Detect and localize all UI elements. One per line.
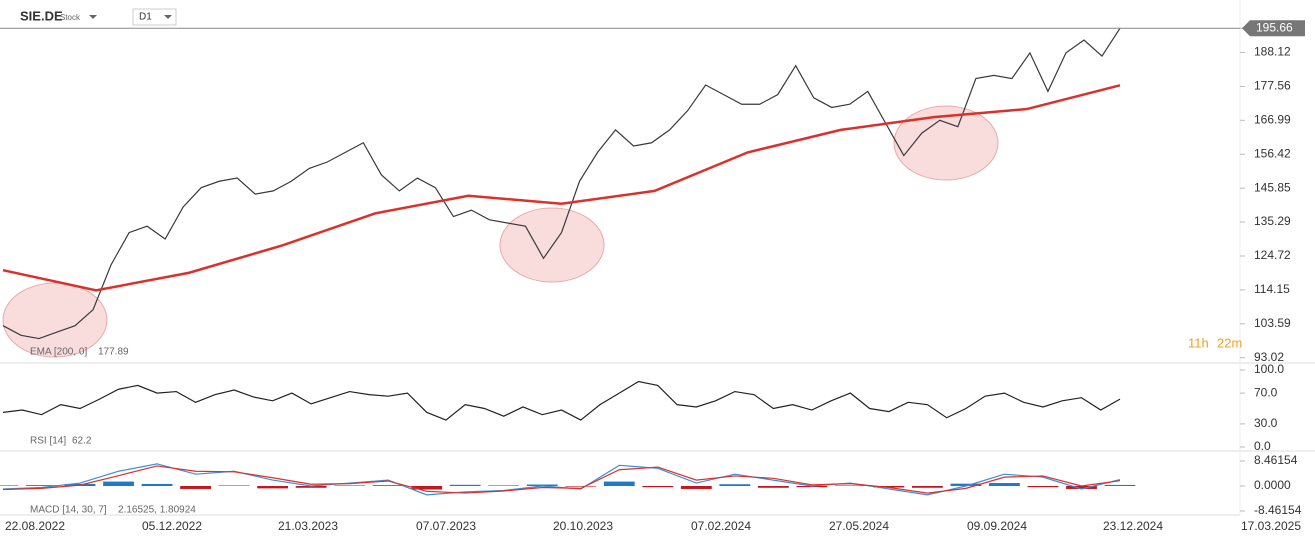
histogram-bar: [603, 481, 635, 486]
y-tick-label: 124.72: [1254, 248, 1291, 262]
y-tick-label: 188.12: [1254, 45, 1291, 59]
interval: D1: [139, 12, 152, 23]
histogram-bar: [449, 484, 481, 486]
ema-legend: EMA [200, 0]: [30, 347, 87, 358]
ema-line: [2, 84, 1121, 292]
interval-dropdown[interactable]: [164, 15, 172, 19]
histogram-bar: [26, 485, 57, 486]
histogram-bar: [680, 486, 712, 489]
histogram-bar: [411, 486, 443, 490]
histogram-bar: [1066, 486, 1097, 489]
histogram-bar: [719, 484, 751, 486]
histogram-bar: [873, 486, 905, 488]
histogram-bar: [1027, 486, 1059, 488]
ema-legend-value: 177.89: [98, 347, 129, 358]
x-tick-label: 07.02.2024: [691, 519, 751, 533]
histogram-bar: [141, 483, 173, 486]
rsi-legend-value: 62.2: [72, 436, 92, 447]
x-tick-label: 09.09.2024: [967, 519, 1027, 533]
y-tick-label: 70.0: [1254, 385, 1278, 399]
histogram-bar: [257, 486, 289, 489]
x-tick-label: 27.05.2024: [829, 519, 889, 533]
y-tick-label: 177.56: [1254, 79, 1291, 93]
highlight-circle: [893, 105, 999, 181]
y-tick-label: 30.0: [1254, 416, 1278, 430]
histogram-bar: [989, 483, 1020, 486]
histogram-bar: [0, 485, 19, 486]
highlight-circle: [2, 282, 108, 358]
x-tick-label: 07.07.2023: [416, 519, 476, 533]
symbol-dropdown[interactable]: [89, 15, 97, 19]
histogram-bar: [180, 486, 211, 489]
y-tick-label: 114.15: [1254, 282, 1290, 296]
histogram-bar: [334, 485, 366, 486]
rsi-line: [2, 380, 1121, 421]
countdown-hours: 11h: [1188, 335, 1209, 350]
interval-select[interactable]: [132, 8, 177, 26]
y-tick-label: 166.99: [1254, 112, 1291, 126]
last-price-tag: [1242, 20, 1305, 37]
x-tick-label: 20.10.2023: [553, 519, 613, 533]
histogram-bar: [526, 484, 558, 486]
last-price-label: 195.66: [1256, 20, 1293, 34]
histogram-bar: [757, 486, 789, 488]
x-tick-label: 22.08.2022: [5, 519, 65, 533]
y-tick-label: 93.02: [1254, 350, 1284, 364]
highlight-circle: [499, 207, 605, 283]
symbol[interactable]: SIE.DE: [20, 8, 63, 23]
histogram-bar: [1104, 484, 1136, 486]
countdown-minutes: 22m: [1217, 335, 1242, 350]
symbol-kind: Stock: [60, 13, 81, 22]
histogram-bar: [642, 486, 674, 488]
y-tick-label: 135.29: [1254, 214, 1291, 228]
histogram-bar: [950, 483, 982, 486]
y-tick-label: -8.46154: [1254, 503, 1302, 517]
y-tick-label: 8.46154: [1254, 453, 1298, 467]
histogram-bar: [834, 485, 866, 486]
rsi-legend: RSI [14]: [30, 436, 66, 447]
y-tick-label: 0.0000: [1254, 478, 1291, 492]
y-tick-label: 145.85: [1254, 180, 1291, 194]
histogram-bar: [295, 486, 327, 488]
histogram-bar: [912, 486, 943, 488]
y-tick-label: 100.0: [1254, 362, 1284, 376]
histogram-bar: [488, 485, 520, 486]
histogram-bar: [218, 485, 250, 486]
x-tick-label: 17.03.2025: [1241, 519, 1301, 533]
y-tick-label: 156.42: [1254, 146, 1291, 160]
histogram-bar: [103, 481, 134, 486]
histogram-bar: [565, 486, 597, 487]
y-tick-label: 103.59: [1254, 316, 1291, 330]
histogram-bar: [372, 485, 404, 486]
macd-legend-value: 2.16525, 1.80924: [118, 505, 196, 516]
x-tick-label: 23.12.2024: [1103, 519, 1163, 533]
macd-legend: MACD [14, 30, 7]: [30, 505, 107, 516]
x-tick-label: 21.03.2023: [278, 519, 338, 533]
signal-line: [2, 465, 1121, 494]
y-tick-label: 0.0: [1254, 439, 1271, 453]
x-tick-label: 05.12.2022: [142, 519, 202, 533]
price-line: [2, 27, 1121, 340]
